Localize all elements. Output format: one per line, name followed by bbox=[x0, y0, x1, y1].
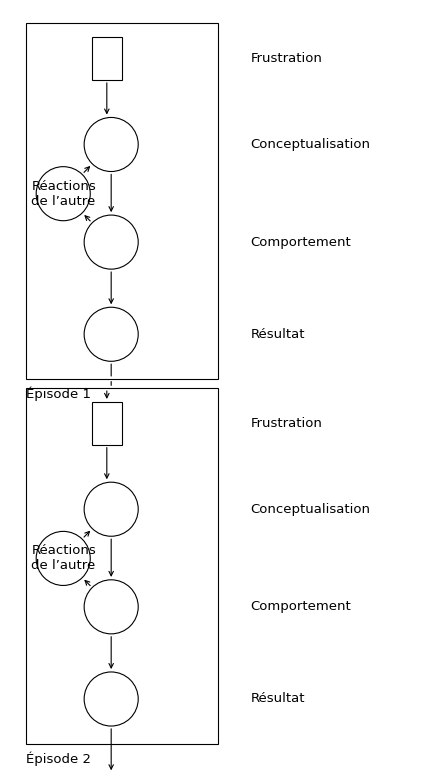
Text: Conceptualisation: Conceptualisation bbox=[251, 503, 371, 515]
Text: Comportement: Comportement bbox=[251, 236, 351, 248]
Text: Épisode 2: Épisode 2 bbox=[26, 751, 91, 766]
Ellipse shape bbox=[84, 672, 138, 726]
Text: Frustration: Frustration bbox=[251, 417, 323, 430]
Bar bbox=[26, 23, 218, 379]
Ellipse shape bbox=[36, 166, 90, 221]
Text: Réactions
de l’autre: Réactions de l’autre bbox=[31, 544, 96, 572]
Bar bbox=[92, 37, 122, 80]
Text: Conceptualisation: Conceptualisation bbox=[251, 138, 371, 151]
Text: Résultat: Résultat bbox=[251, 693, 305, 705]
Ellipse shape bbox=[84, 215, 138, 269]
Ellipse shape bbox=[84, 307, 138, 362]
Text: Comportement: Comportement bbox=[251, 601, 351, 613]
Ellipse shape bbox=[84, 117, 138, 172]
Text: Réactions
de l’autre: Réactions de l’autre bbox=[31, 180, 96, 208]
Ellipse shape bbox=[84, 482, 138, 537]
Text: Frustration: Frustration bbox=[251, 52, 323, 65]
Bar bbox=[26, 388, 218, 744]
Ellipse shape bbox=[36, 531, 90, 586]
Ellipse shape bbox=[84, 580, 138, 634]
Text: Épisode 1: Épisode 1 bbox=[26, 387, 91, 401]
Text: Résultat: Résultat bbox=[251, 328, 305, 341]
Bar bbox=[92, 401, 122, 445]
